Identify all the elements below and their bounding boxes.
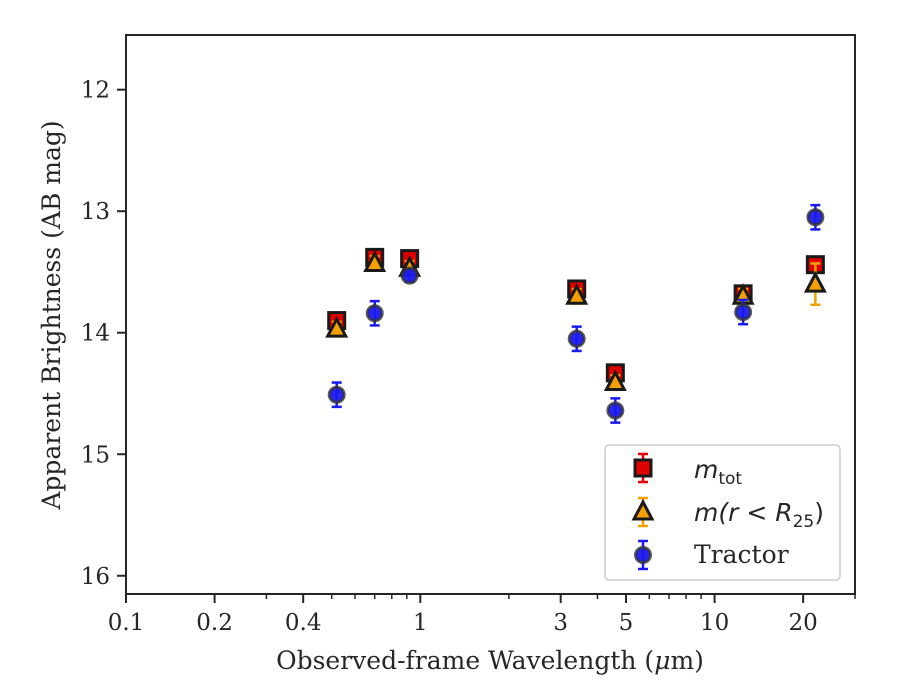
point-tractor <box>327 385 346 404</box>
x-tick-label: 0.1 <box>108 610 145 636</box>
point-mr25 <box>603 369 627 392</box>
x-axis-title: Observed-frame Wavelength (μm) <box>276 646 704 675</box>
legend-frame <box>604 444 841 581</box>
x-tick-label: 3 <box>553 610 568 636</box>
y-tick-label: 13 <box>81 199 110 225</box>
x-tick-label: 0.2 <box>196 610 233 636</box>
point-mr25 <box>803 270 827 293</box>
legend-label-tractor: Tractor <box>694 540 789 569</box>
y-tick-label: 16 <box>81 564 110 590</box>
point-mr25 <box>325 315 349 338</box>
point-tractor <box>400 266 419 285</box>
legend: mtot m(r < R25) Tractor <box>604 444 841 581</box>
y-tick-label: 14 <box>81 321 110 347</box>
legend-marker-tractor <box>634 546 652 564</box>
series-tractor <box>327 203 825 424</box>
point-mr25 <box>363 250 387 272</box>
point-tractor <box>806 208 825 227</box>
point-tractor <box>606 401 625 420</box>
x-tick-label: 5 <box>619 610 634 636</box>
data-points <box>325 203 827 424</box>
legend-label-mtot: mtot <box>694 455 742 489</box>
y-axis-title: Apparent Brightness (AB mag) <box>37 120 66 510</box>
point-tractor <box>567 329 586 348</box>
x-tick-label: 0.4 <box>285 610 322 636</box>
x-tick-label: 10 <box>700 610 729 636</box>
legend-marker-mr25 <box>631 498 655 521</box>
x-tick-label: 1 <box>413 610 428 636</box>
y-tick-label: 12 <box>81 78 110 104</box>
point-tractor <box>734 303 753 322</box>
x-tick-label: 20 <box>789 610 818 636</box>
point-tractor <box>365 304 384 323</box>
y-tick-label: 15 <box>81 442 110 468</box>
point-mr25 <box>565 283 589 305</box>
plot-frame <box>125 34 856 595</box>
legend-label-mr25: m(r < R25) <box>694 498 824 532</box>
legend-marker-mtot <box>633 458 653 478</box>
legend-symbols <box>631 452 655 571</box>
